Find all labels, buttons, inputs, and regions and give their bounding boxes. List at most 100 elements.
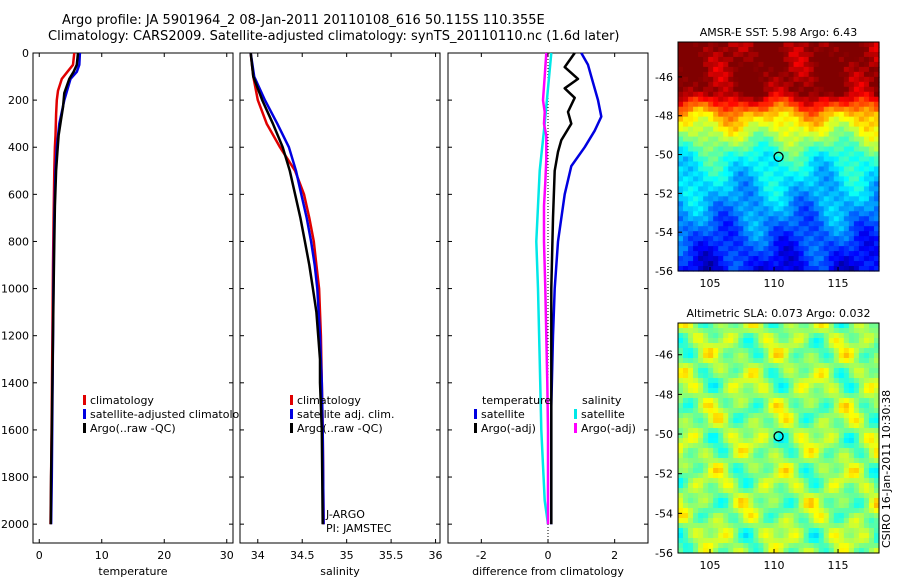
sst_map-cell: [818, 136, 825, 143]
sla_map-cell: [813, 323, 820, 329]
sla_map-cell: [838, 388, 845, 394]
sla_map-cell: [823, 338, 830, 344]
sla_map-cell: [703, 458, 709, 464]
sla_map-cell: [713, 523, 719, 529]
sst_map-cell: [713, 91, 719, 98]
sla_map-cell: [848, 503, 855, 509]
sst_map-cell: [678, 226, 684, 232]
sst_map-cell: [768, 131, 775, 138]
sla_map-cell: [753, 513, 760, 519]
sla_map-cell: [753, 383, 760, 389]
sla_map-cell: [748, 353, 754, 359]
sst_map-cell: [813, 211, 820, 217]
sla_map-cell: [708, 423, 714, 429]
sst_map-cell: [833, 81, 840, 88]
sla_map-cell: [808, 333, 815, 339]
sla_map-cell: [688, 383, 694, 389]
sst_map-cell: [743, 166, 749, 173]
sla_map-cell: [748, 363, 754, 369]
sla_map-cell: [703, 423, 709, 429]
sst_map-cell: [843, 146, 850, 153]
sst_map-cell: [783, 156, 790, 163]
sst_map-cell: [783, 196, 790, 202]
sst_map-ytick-label: -56: [655, 265, 673, 278]
sla_map-cell: [773, 458, 780, 464]
sst_map-cell: [833, 106, 840, 113]
sla_map-cell: [728, 403, 734, 409]
sst_map-cell: [793, 136, 800, 143]
sst_map-cell: [708, 241, 714, 247]
sla_map-cell: [828, 408, 835, 414]
sla_map-cell: [708, 443, 714, 449]
sst_map-cell: [733, 176, 739, 182]
sst_map-cell: [728, 251, 734, 257]
sla_map-cell: [733, 463, 739, 469]
sla_map-cell: [853, 493, 860, 499]
sst_map-cell: [773, 236, 780, 242]
sla_map-cell: [788, 448, 795, 454]
sla_map-cell: [708, 488, 714, 494]
sst_map-cell: [738, 251, 744, 257]
sst_map-cell: [863, 121, 870, 128]
sst_map-cell: [848, 81, 855, 88]
sla_map-cell: [688, 413, 694, 419]
sla_map-cell: [833, 423, 840, 429]
sla_map-cell: [678, 533, 684, 539]
sst_map-cell: [848, 131, 855, 138]
sst_map-cell: [758, 71, 765, 78]
sst_map-cell: [753, 231, 760, 237]
sst_map-cell: [788, 116, 795, 123]
sla_map-cell: [833, 548, 840, 554]
sla_map-cell: [788, 423, 795, 429]
sla_map-cell: [728, 528, 734, 534]
sla_map-cell: [863, 458, 870, 464]
sla_map-cell: [818, 328, 825, 334]
sla_map-cell: [833, 533, 840, 539]
sla_map-cell: [723, 538, 729, 544]
sst_map-cell: [763, 81, 770, 88]
sla_map-cell: [763, 363, 770, 369]
sla_map-cell: [688, 428, 694, 434]
sla_map-cell: [798, 543, 805, 549]
sla_map-cell: [853, 458, 860, 464]
sst_map-cell: [843, 156, 850, 163]
temperature-xtick-label: 30: [220, 549, 234, 562]
sla_map-cell: [683, 383, 689, 389]
sla_map-cell: [718, 463, 724, 469]
sla_map-cell: [698, 418, 704, 424]
sla_map-cell: [758, 468, 765, 474]
sla_map-cell: [803, 498, 810, 504]
sst_map-cell: [683, 56, 689, 63]
sst_map-cell: [738, 116, 744, 123]
sla_map-cell: [808, 338, 815, 344]
sla_map-cell: [798, 438, 805, 444]
sla_map-cell: [768, 463, 775, 469]
sla_map-cell: [758, 433, 765, 439]
sst_map-cell: [723, 71, 729, 78]
sst_map-cell: [828, 161, 835, 168]
sst_map-cell: [828, 111, 835, 118]
sst_map-cell: [858, 186, 865, 192]
sst_map-cell: [778, 261, 785, 267]
temperature-xlabel: temperature: [98, 565, 167, 578]
sla_map-cell: [733, 448, 739, 454]
sla_map-cell: [693, 383, 699, 389]
sla_map-cell: [783, 498, 790, 504]
sla_map-cell: [813, 518, 820, 524]
sst_map-cell: [833, 46, 840, 53]
sst_map-cell: [833, 191, 840, 197]
sla_map-cell: [788, 458, 795, 464]
sst_map-cell: [763, 236, 770, 242]
sst_map-cell: [683, 156, 689, 163]
sla_map-cell: [848, 523, 855, 529]
sst_map-cell: [728, 121, 734, 128]
sst_map-cell: [853, 111, 860, 118]
sst_map-cell: [863, 151, 870, 158]
sst_map-cell: [773, 251, 780, 257]
sla_map-cell: [833, 363, 840, 369]
sst_map-cell: [798, 196, 805, 202]
sst_map-cell: [733, 191, 739, 197]
sst_map-cell: [868, 116, 875, 123]
sst_map-cell: [698, 186, 704, 192]
sst_map-cell: [783, 191, 790, 197]
